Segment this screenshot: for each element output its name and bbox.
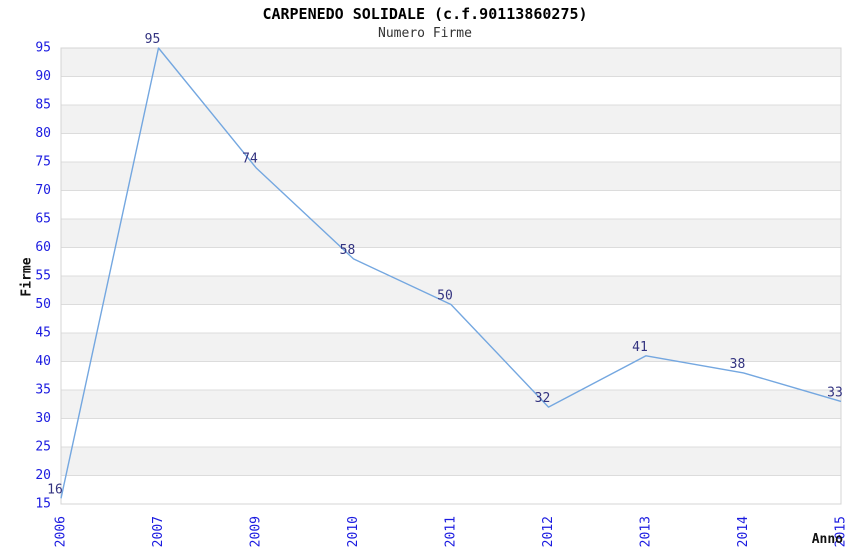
plot-border — [60, 47, 842, 505]
y-tick-label: 25 — [35, 440, 51, 455]
y-tick-label: 30 — [35, 411, 51, 426]
point-value-label: 38 — [730, 357, 746, 372]
plot-band — [61, 333, 841, 362]
point-value-label: 32 — [535, 391, 551, 406]
x-tick-label: 2011 — [444, 516, 459, 547]
x-tick-label: 2006 — [54, 516, 69, 547]
point-value-label: 50 — [437, 289, 453, 304]
plot-band — [61, 304, 841, 333]
point-value-label: 74 — [242, 152, 258, 167]
plot-band — [61, 162, 841, 191]
y-tick-label: 90 — [35, 69, 51, 84]
chart-subtitle: Numero Firme — [378, 26, 472, 41]
y-tick-label: 70 — [35, 183, 51, 198]
plot-band — [61, 133, 841, 162]
y-tick-label: 35 — [35, 383, 51, 398]
y-tick-label: 40 — [35, 354, 51, 369]
plot-band — [61, 190, 841, 219]
plot-band — [61, 390, 841, 419]
x-tick-label: 2015 — [834, 516, 849, 547]
y-tick-label: 15 — [35, 497, 51, 512]
data-line — [60, 47, 842, 499]
point-value-label: 33 — [827, 385, 843, 400]
y-tick-label: 55 — [35, 269, 51, 284]
x-tick-label: 2013 — [639, 516, 654, 547]
x-axis-label: Anno — [811, 532, 843, 547]
y-tick-label: 50 — [35, 297, 51, 312]
y-tick-label: 20 — [35, 468, 51, 483]
x-tick-label: 2014 — [736, 516, 751, 547]
y-tick-label: 95 — [35, 41, 51, 56]
chart-title: CARPENEDO SOLIDALE (c.f.90113860275) — [262, 5, 588, 23]
plot-band — [61, 48, 841, 77]
x-tick-label: 2007 — [151, 516, 166, 547]
plot-band — [61, 76, 841, 105]
y-tick-label: 80 — [35, 126, 51, 141]
y-tick-label: 45 — [35, 326, 51, 341]
point-value-label: 58 — [340, 243, 356, 258]
plot-band — [61, 219, 841, 248]
y-tick-label: 75 — [35, 155, 51, 170]
point-value-label: 16 — [47, 482, 63, 497]
plot-band — [61, 105, 841, 134]
y-tick-label: 60 — [35, 240, 51, 255]
plot-band — [61, 475, 841, 504]
plot-band — [61, 447, 841, 476]
plot-band — [61, 361, 841, 390]
x-tick-label: 2009 — [249, 516, 264, 547]
x-tick-label: 2010 — [346, 516, 361, 547]
plot-band — [61, 418, 841, 447]
x-tick-label: 2012 — [541, 516, 556, 547]
plot-band — [61, 247, 841, 276]
point-value-label: 41 — [632, 340, 648, 355]
y-tick-label: 85 — [35, 98, 51, 113]
point-value-label: 95 — [145, 32, 161, 47]
y-tick-label: 65 — [35, 212, 51, 227]
plot-band — [61, 276, 841, 305]
